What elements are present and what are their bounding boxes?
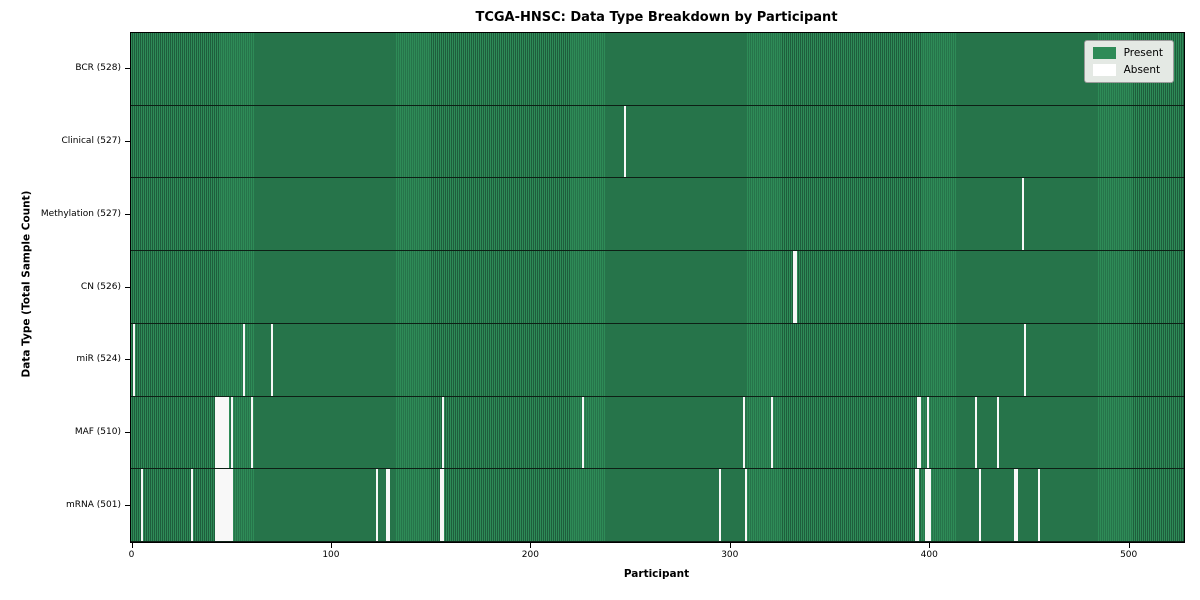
absent-swatch (1092, 64, 1116, 76)
absent-stripe (442, 469, 445, 541)
absent-stripe (916, 396, 919, 469)
absent-stripe (218, 396, 221, 469)
heatmap-row-cn (131, 251, 1184, 324)
absent-stripe (926, 396, 929, 469)
y-tick-label-bcr: BCR (528) (75, 63, 121, 74)
heatmap-row-methylation (131, 178, 1184, 252)
absent-stripe (771, 396, 774, 469)
absent-stripe (220, 469, 223, 541)
absent-stripe (140, 469, 143, 541)
absent-stripe (581, 396, 584, 469)
absent-stripe (242, 323, 245, 396)
absent-stripe (1038, 469, 1041, 541)
x-tick-label: 100 (322, 550, 340, 560)
absent-stripe (190, 469, 193, 541)
x-axis-label: Participant (623, 568, 690, 580)
absent-stripe (220, 396, 223, 469)
absent-stripe (1024, 323, 1027, 396)
heatmap-row-maf (131, 396, 1184, 470)
y-tick (125, 68, 130, 70)
absent-stripe (230, 396, 233, 469)
absent-stripe (224, 396, 227, 469)
absent-stripe (928, 469, 931, 541)
x-tick (330, 543, 332, 548)
x-tick-label: 400 (920, 550, 938, 560)
y-tick (125, 359, 130, 361)
absent-stripe (978, 469, 981, 541)
y-tick-label-mrna: mRNA (501) (66, 499, 121, 510)
absent-stripe (226, 396, 229, 469)
legend-entry-present: Present (1092, 47, 1163, 59)
absent-stripe (250, 396, 253, 469)
absent-stripe (214, 396, 217, 469)
absent-stripe (795, 251, 798, 323)
x-tick (1128, 543, 1130, 548)
heatmap-row-mir (131, 323, 1184, 397)
absent-stripe (918, 396, 921, 469)
x-tick-label: 300 (721, 550, 739, 560)
absent-stripe (226, 469, 229, 541)
absent-stripe (719, 469, 722, 541)
absent-stripe (743, 396, 746, 469)
absent-stripe (1016, 469, 1019, 541)
y-tick-label-methylation: Methylation (527) (40, 208, 121, 219)
y-axis-label: Data Type (Total Sample Count) (20, 190, 33, 378)
absent-stripe (442, 396, 445, 469)
absent-stripe (926, 469, 929, 541)
absent-stripe (216, 469, 219, 541)
absent-stripe (388, 469, 391, 541)
absent-stripe (1014, 469, 1017, 541)
legend-entry-absent: Absent (1092, 64, 1163, 76)
absent-stripe (440, 469, 443, 541)
absent-stripe (914, 469, 917, 541)
absent-stripe (132, 323, 135, 396)
absent-stripe (924, 469, 927, 541)
x-tick-label: 200 (521, 550, 539, 560)
absent-stripe (270, 323, 273, 396)
legend: Present Absent (1083, 40, 1174, 83)
y-tick (125, 504, 130, 506)
absent-stripe (745, 469, 748, 541)
y-tick (125, 286, 130, 288)
absent-stripe (386, 469, 389, 541)
x-tick (131, 543, 133, 548)
y-tick (125, 431, 130, 433)
x-tick (929, 543, 931, 548)
absent-stripe (996, 396, 999, 469)
heatmap-row-mrna (131, 469, 1184, 542)
absent-stripe (916, 469, 919, 541)
absent-stripe (224, 469, 227, 541)
absent-stripe (376, 469, 379, 541)
y-tick (125, 213, 130, 215)
y-tick-label-clinical: Clinical (527) (61, 136, 121, 147)
x-tick-label: 0 (128, 550, 135, 560)
absent-stripe (228, 469, 231, 541)
y-tick (125, 141, 130, 143)
y-tick-label-maf: MAF (510) (74, 426, 121, 437)
x-tick (530, 543, 532, 548)
absent-stripe (623, 105, 626, 178)
absent-stripe (974, 396, 977, 469)
absent-stripe (222, 469, 225, 541)
chart-title: TCGA-HNSC: Data Type Breakdown by Partic… (475, 10, 838, 25)
absent-stripe (222, 396, 225, 469)
absent-stripe (214, 469, 217, 541)
absent-stripe (230, 469, 233, 541)
x-tick-label: 500 (1120, 550, 1138, 560)
legend-label-present: Present (1123, 47, 1163, 59)
plot-area: Present Absent (130, 32, 1185, 543)
y-tick-label-mir: miR (524) (76, 354, 121, 365)
legend-label-absent: Absent (1123, 64, 1161, 76)
absent-stripe (793, 251, 796, 323)
absent-stripe (1022, 178, 1025, 251)
present-swatch (1092, 47, 1116, 59)
heatmap-row-bcr (131, 33, 1184, 106)
absent-stripe (218, 469, 221, 541)
x-tick (729, 543, 731, 548)
heatmap-row-clinical (131, 105, 1184, 179)
absent-stripe (216, 396, 219, 469)
y-tick-label-cn: CN (526) (80, 281, 121, 292)
